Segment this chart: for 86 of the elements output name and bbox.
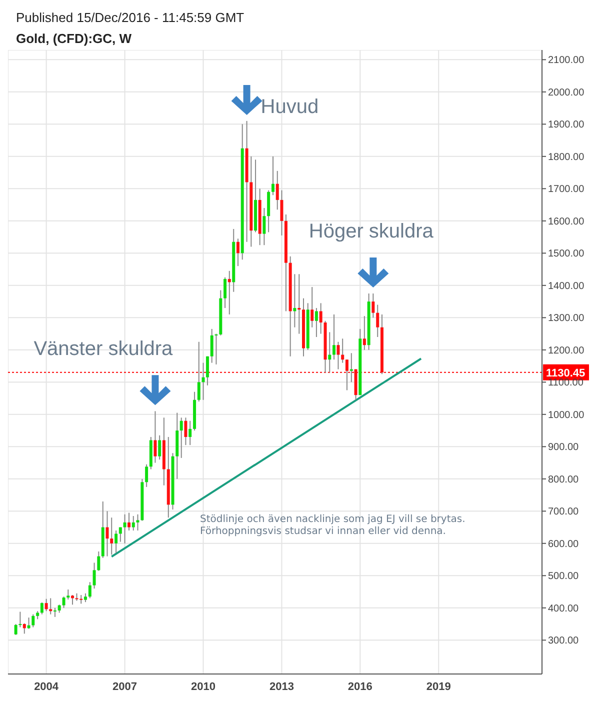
candlestick [372,292,375,318]
candlestick [271,156,274,196]
y-tick-label: 1400.00 [548,280,585,292]
candlestick [32,614,35,628]
y-tick-label: 1000.00 [548,410,585,421]
candlestick [53,607,56,618]
candlestick [214,333,218,365]
y-tick-label: 1300.00 [548,313,585,324]
candlestick [22,622,26,634]
y-tick-label: 300.00 [548,636,580,647]
candlestick [118,526,122,542]
y-tick-label: 2100.00 [548,55,585,66]
candlestick [110,517,114,556]
y-tick-label: 600.00 [548,538,580,550]
x-tick-label: 2004 [34,680,60,693]
candlestick [97,550,100,572]
candlestick [310,286,314,328]
x-tick-label: 2013 [269,680,294,693]
candlestick [154,410,157,464]
candlestick [293,274,296,328]
y-tick-label: 500.00 [548,571,580,582]
candlestick [44,598,48,612]
annotation: Vänster skuldra [34,338,174,360]
candlestick [345,359,348,391]
candlestick [376,304,380,338]
candlestick [280,190,284,236]
candlestick [40,602,44,615]
x-tick-label: 2010 [191,680,216,693]
y-tick-label: 1600.00 [548,216,585,228]
candlestick [298,274,301,334]
candlestick [350,352,353,383]
ref-line-label: 1130.45 [546,367,586,380]
candlestick [18,611,22,628]
annotation: Huvud [260,96,319,118]
candlestick [332,314,336,360]
y-tick-label: 1900.00 [548,120,585,131]
candlestick [132,515,135,531]
candlestick [206,356,209,386]
y-tick-label: 900.00 [548,442,580,454]
candlestick [158,434,162,460]
candlestick [314,307,318,338]
candlestick [228,270,231,315]
candlestick [14,624,18,636]
candlestick [262,208,266,246]
candlestick [341,338,344,364]
candlestick [71,594,74,606]
y-tick-label: 800.00 [548,474,580,486]
candlestick [114,530,118,554]
x-tick-label: 2019 [426,680,451,693]
x-tick-label: 2016 [348,680,372,693]
candlestick [106,510,109,557]
y-tick-label: 1800.00 [548,152,585,163]
chart-title: Gold, (CFD):GC, W [15,30,133,48]
candlestick [276,170,279,210]
annotation: Stödlinje och även nacklinje som jag EJ vill se brytas. Förhoppningsvis studsar vi innan eller vid denna. [200,514,466,538]
y-tick-label: 1700.00 [548,184,585,196]
candlestick [136,514,140,531]
candlestick [62,596,66,608]
candlestick [336,341,340,370]
y-tick-label: 400.00 [548,603,580,614]
candlestick [210,328,214,364]
candlestick [88,582,92,599]
annotation: Höger skuldra [308,220,434,242]
candlestick [319,302,322,334]
chart-subtitle: Published 15/Dec/2016 - 11:45:59 GMT [15,9,246,27]
candlestick [328,332,332,373]
candlestick [184,417,188,446]
candlestick [362,316,366,350]
y-tick-label: 1200.00 [548,345,585,356]
candlestick [202,362,205,400]
candlestick [145,464,148,488]
candlestick [92,562,96,590]
y-tick-label: 700.00 [548,506,580,518]
candlestick [224,276,227,308]
candlestick [180,417,183,458]
y-tick-label: 1100.00 [548,378,584,389]
candlestick [197,341,200,402]
candlestick [123,514,126,544]
candlestick [188,420,192,446]
x-tick-label: 2007 [112,680,138,693]
candlestick [49,598,52,615]
candlestick [66,589,70,600]
candlestick [236,238,240,267]
y-tick-label: 2000.00 [548,87,585,98]
candlestick [128,512,131,531]
y-tick-label: 1500.00 [548,248,585,260]
